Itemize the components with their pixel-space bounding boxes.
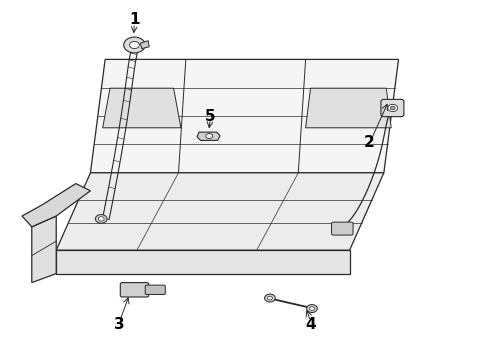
Circle shape: [98, 217, 104, 221]
Polygon shape: [22, 184, 90, 227]
Text: 4: 4: [305, 317, 315, 332]
Circle shape: [309, 307, 314, 310]
Text: 1: 1: [129, 12, 140, 27]
Circle shape: [95, 215, 107, 223]
Polygon shape: [56, 250, 349, 274]
Polygon shape: [305, 88, 390, 128]
FancyBboxPatch shape: [380, 99, 403, 117]
Circle shape: [129, 41, 139, 49]
FancyBboxPatch shape: [145, 285, 165, 294]
FancyBboxPatch shape: [120, 283, 148, 297]
Circle shape: [205, 134, 212, 139]
Text: 5: 5: [204, 109, 215, 125]
Circle shape: [123, 37, 145, 53]
Circle shape: [306, 305, 317, 312]
Circle shape: [267, 296, 272, 300]
FancyBboxPatch shape: [331, 222, 352, 235]
Circle shape: [389, 106, 394, 110]
Text: 2: 2: [363, 135, 374, 150]
Circle shape: [264, 294, 275, 302]
Polygon shape: [197, 132, 220, 140]
Polygon shape: [102, 88, 181, 128]
Text: 3: 3: [114, 317, 125, 332]
Polygon shape: [32, 216, 56, 283]
Polygon shape: [140, 41, 149, 49]
Polygon shape: [90, 59, 398, 173]
Circle shape: [387, 104, 397, 112]
Polygon shape: [56, 173, 383, 250]
